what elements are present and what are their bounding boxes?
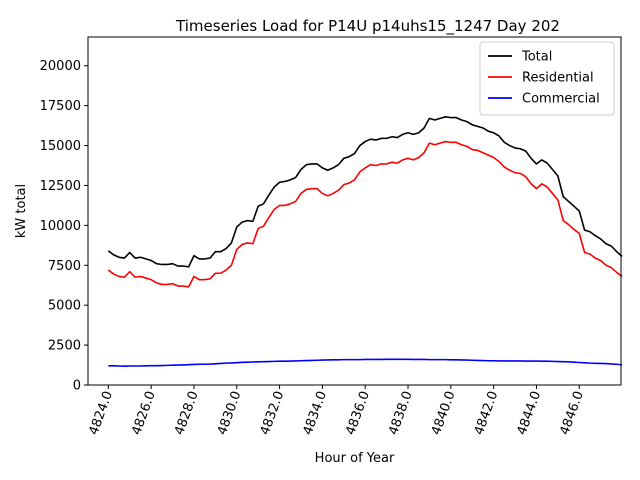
legend-box <box>479 41 615 116</box>
legend-label-total: Total <box>521 50 552 65</box>
y-tick-label: 0 <box>73 379 81 394</box>
chart-title: Timeseries Load for P14U p14uhs15_1247 D… <box>175 17 560 36</box>
y-tick-label: 7500 <box>48 259 81 274</box>
y-axis-title: kW total <box>14 184 29 238</box>
x-axis-title: Hour of Year <box>315 451 395 466</box>
legend: Total Residential Commercial <box>479 41 615 116</box>
y-tick-label: 15000 <box>40 139 81 154</box>
plot-frame <box>87 36 622 386</box>
legend-label-commercial: Commercial <box>522 92 600 107</box>
series-lines <box>107 116 623 367</box>
y-tick-label: 2500 <box>48 339 81 354</box>
y-tick-label: 12500 <box>40 179 81 194</box>
legend-label-residential: Residential <box>522 71 594 86</box>
y-tick-label: 5000 <box>48 299 81 314</box>
y-tick-label: 20000 <box>40 59 81 74</box>
series-line-residential <box>107 140 623 288</box>
y-tick-label: 17500 <box>40 99 81 114</box>
y-axis: 0 2500 5000 7500 10000 12500 15000 17500 20000 <box>40 59 88 394</box>
series-line-total <box>107 116 623 268</box>
series-line-commercial <box>108 358 623 367</box>
y-tick-label: 10000 <box>40 219 81 234</box>
